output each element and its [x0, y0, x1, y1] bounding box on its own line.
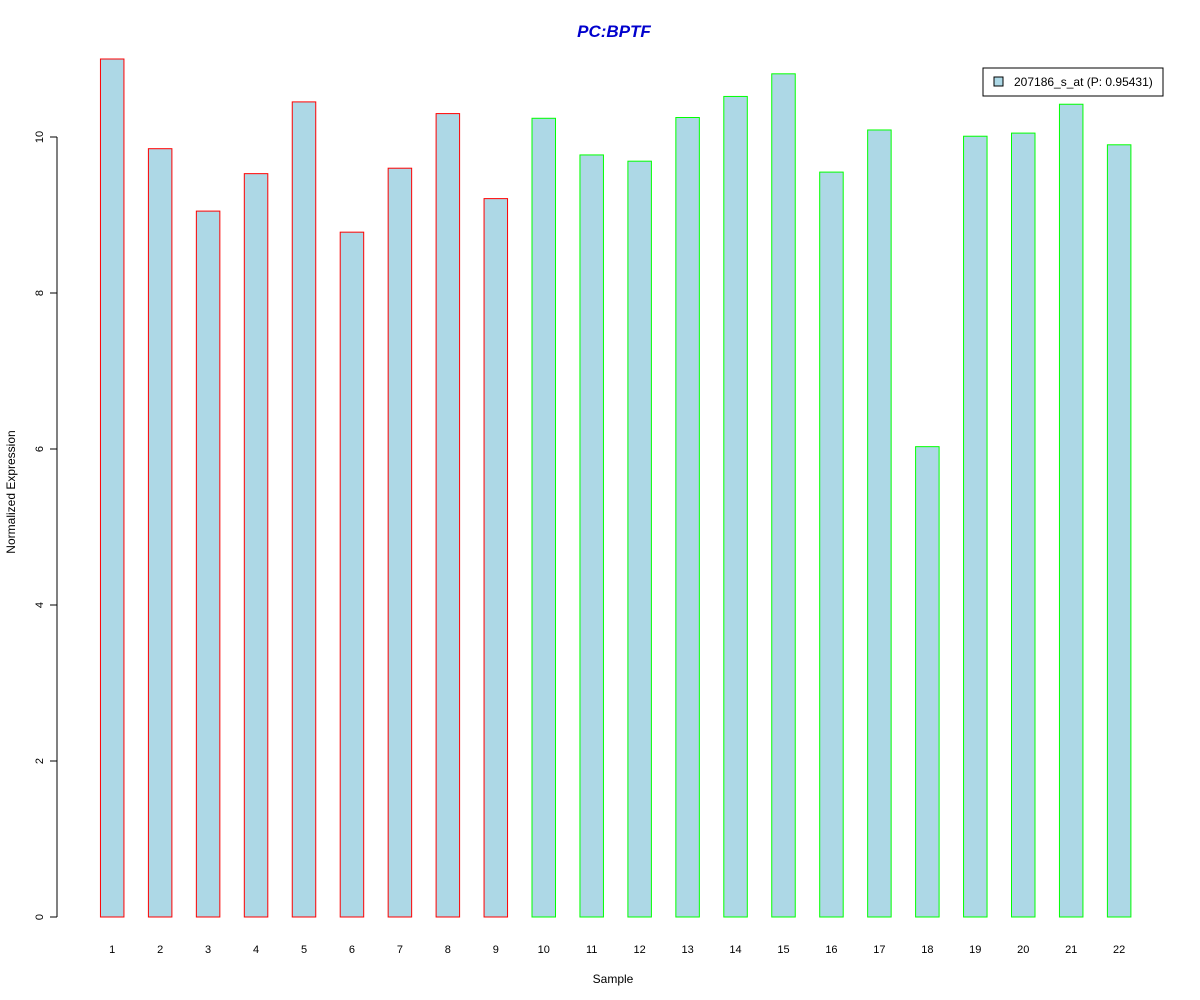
bar-sample-20	[1011, 132, 1036, 918]
x-tick-label: 5	[301, 944, 307, 956]
bar-sample-3	[195, 210, 221, 918]
x-tick-label: 8	[445, 944, 451, 956]
x-tick-label: 20	[1017, 944, 1029, 956]
bar-sample-22	[1106, 144, 1132, 918]
chart-title: PC:BPTF	[577, 22, 651, 41]
y-tick-label: 0	[34, 914, 46, 920]
legend-swatch	[993, 76, 1004, 87]
x-axis-title: Sample	[593, 972, 634, 986]
x-tick-label: 22	[1113, 944, 1125, 956]
y-tick-label: 6	[34, 446, 46, 452]
bar-sample-14	[723, 95, 748, 918]
bar-sample-4	[243, 173, 269, 918]
x-tick-label: 18	[921, 944, 933, 956]
x-tick-label: 15	[777, 944, 789, 956]
x-tick-label: 4	[253, 944, 259, 956]
x-tick-label: 21	[1065, 944, 1077, 956]
x-tick-label: 6	[349, 944, 355, 956]
bar-sample-18	[915, 446, 940, 918]
x-tick-label: 9	[493, 944, 499, 956]
bar-sample-12	[627, 160, 652, 918]
x-tick-labels: 1 2 3 4 5 6 7 8 9 10 11 12 13 14 15 16 17 18 19 20 21 22	[109, 944, 1125, 956]
bar-sample-8	[435, 113, 461, 918]
bar-sample-1	[99, 58, 125, 918]
bar-sample-13	[675, 117, 700, 918]
y-axis-title: Normalized Expression	[4, 430, 18, 553]
x-tick-label: 2	[157, 944, 163, 956]
y-tick-label: 2	[34, 758, 46, 764]
x-tick-label: 14	[729, 944, 741, 956]
x-tick-label: 3	[205, 944, 211, 956]
bar-sample-9	[483, 198, 509, 918]
bars-group	[99, 58, 1132, 918]
legend-label: 207186_s_at (P: 0.95431)	[1014, 75, 1153, 89]
bar-sample-7	[387, 167, 413, 918]
bar-sample-11	[579, 154, 604, 918]
x-tick-label: 16	[825, 944, 837, 956]
bar-sample-17	[867, 129, 892, 918]
bar-sample-15	[771, 73, 796, 918]
x-tick-label: 17	[873, 944, 885, 956]
y-tick-label: 10	[34, 131, 46, 143]
y-tick-label: 8	[34, 290, 46, 296]
bar-sample-5	[291, 101, 317, 918]
bar-sample-6	[339, 231, 365, 918]
x-tick-label: 13	[681, 944, 693, 956]
bar-sample-19	[963, 135, 988, 918]
x-tick-label: 12	[634, 944, 646, 956]
x-tick-label: 19	[969, 944, 981, 956]
x-tick-label: 10	[538, 944, 550, 956]
x-tick-label: 1	[109, 944, 115, 956]
bar-sample-10	[531, 117, 556, 918]
bar-sample-16	[819, 171, 844, 918]
legend-box	[982, 67, 1164, 97]
bar-sample-2	[147, 148, 173, 918]
y-axis: 0 2 4 6 8 10	[34, 131, 58, 920]
y-tick-label: 4	[34, 602, 46, 608]
x-tick-label: 11	[586, 944, 597, 956]
x-tick-label: 7	[397, 944, 403, 956]
bar-sample-21	[1058, 103, 1084, 918]
legend: 207186_s_at (P: 0.95431)	[982, 67, 1164, 97]
